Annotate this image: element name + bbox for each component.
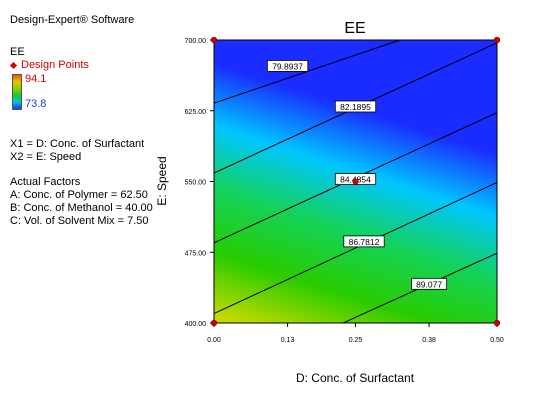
contour-label: 79.8937 xyxy=(266,60,309,72)
contour-label-text: 82.1895 xyxy=(340,102,371,112)
factor-b: B: Conc. of Methanol = 40.00 xyxy=(10,202,153,214)
design-point xyxy=(210,36,218,44)
contour-line xyxy=(341,252,497,323)
actual-factors-title: Actual Factors xyxy=(10,176,81,188)
contour-line xyxy=(214,181,497,315)
y-tick-label: 550.00 xyxy=(185,180,207,187)
software-title: Design-Expert® Software xyxy=(10,14,135,26)
contour-label-text: 86.7812 xyxy=(349,237,380,247)
contour-label-box xyxy=(411,277,448,290)
design-point xyxy=(493,319,501,327)
design-point xyxy=(352,178,359,185)
design-points-label: Design Points xyxy=(21,59,89,71)
design-point xyxy=(210,319,218,327)
x1-definition: X1 = D: Conc. of Surfactant xyxy=(10,138,145,150)
x-tick-label: 0.13 xyxy=(281,337,295,344)
factor-c: C: Vol. of Solvent Mix = 7.50 xyxy=(10,215,149,227)
x-tick-label: 0.00 xyxy=(207,337,221,344)
y-tick-label: 475.00 xyxy=(185,250,207,257)
contour-label: 82.1895 xyxy=(334,100,377,113)
y-axis-label: E: Speed xyxy=(155,156,169,205)
x-tick-label: 0.38 xyxy=(422,337,436,344)
contour-label-box xyxy=(334,100,377,113)
contour-label-text: 79.8937 xyxy=(272,61,303,71)
scale-min: 73.8 xyxy=(25,98,47,110)
chart-title: EE xyxy=(344,20,365,37)
x-tick-label: 0.50 xyxy=(490,337,504,344)
design-point xyxy=(493,36,501,44)
y-tick-label: 625.00 xyxy=(185,109,207,116)
factor-a: A: Conc. of Polymer = 62.50 xyxy=(10,189,148,201)
contour-line xyxy=(214,40,402,104)
response-name: EE xyxy=(10,46,25,58)
y-tick-label: 700.00 xyxy=(185,38,207,45)
contour-label: 89.077 xyxy=(411,277,448,290)
color-scale-bar xyxy=(12,74,22,110)
contour-label-box xyxy=(343,235,385,248)
x2-definition: X2 = E: Speed xyxy=(10,151,82,163)
x-tick-label: 0.25 xyxy=(349,337,363,344)
y-tick-label: 400.00 xyxy=(185,321,207,328)
design-points-legend: Design Points xyxy=(9,59,89,71)
contour-label-box xyxy=(266,60,309,72)
contour-label: 86.7812 xyxy=(343,235,385,248)
contour-label-text: 89.077 xyxy=(416,279,442,289)
scale-max: 94.1 xyxy=(25,73,47,85)
x-axis-label: D: Conc. of Surfactant xyxy=(296,371,415,385)
